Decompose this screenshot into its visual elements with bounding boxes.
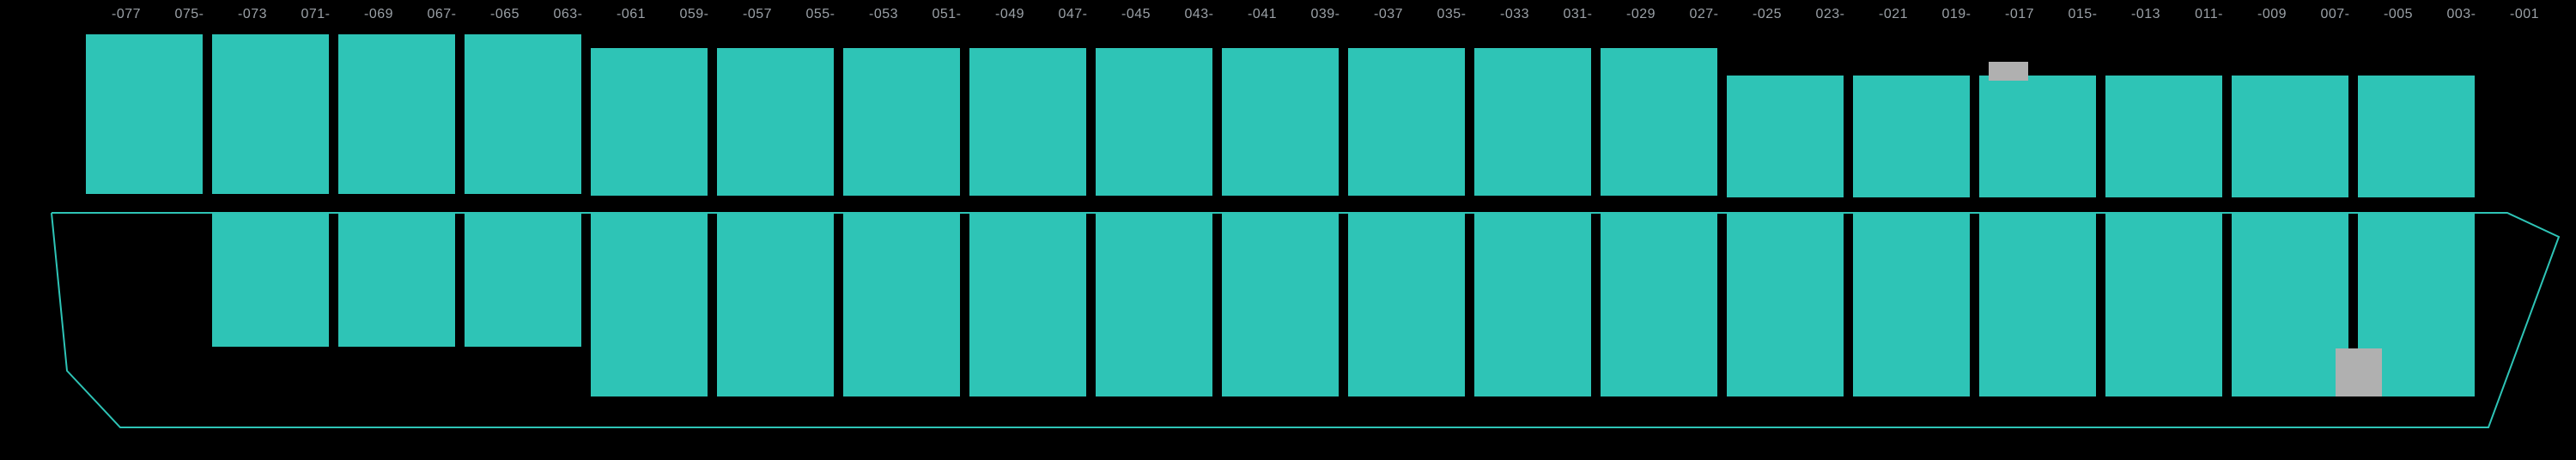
bay-bottom[interactable] (1348, 213, 1465, 396)
bay-top[interactable] (338, 34, 455, 194)
bay-top[interactable] (1979, 76, 2096, 197)
bay-top[interactable] (1348, 48, 1465, 196)
bay-bottom[interactable] (2232, 213, 2348, 396)
bay-bottom[interactable] (1222, 213, 1339, 396)
bay-top[interactable] (2105, 76, 2222, 197)
bay-bottom[interactable] (843, 213, 960, 396)
bay-bottom[interactable] (1727, 213, 1844, 396)
bay-top[interactable] (843, 48, 960, 196)
bay-bottom[interactable] (1474, 213, 1591, 396)
bay-top[interactable] (2358, 76, 2475, 197)
bay-bottom[interactable] (465, 213, 581, 347)
bay-top[interactable] (717, 48, 834, 196)
bay-top[interactable] (969, 48, 1086, 196)
bay-bottom[interactable] (212, 213, 329, 347)
ship-bay-diagram: -077075--073071--069067--065063--061059-… (0, 0, 2576, 460)
bay-bottom[interactable] (1601, 213, 1717, 396)
bay-top[interactable] (2232, 76, 2348, 197)
bay-top[interactable] (1222, 48, 1339, 196)
gray-marker-top (1989, 62, 2028, 81)
bay-top[interactable] (1474, 48, 1591, 196)
bay-bottom[interactable] (338, 213, 455, 347)
gray-marker-bottom (2336, 348, 2382, 396)
bay-top[interactable] (86, 34, 203, 194)
bay-top[interactable] (1853, 76, 1970, 197)
bay-bottom[interactable] (1979, 213, 2096, 396)
bay-bottom[interactable] (1853, 213, 1970, 396)
bay-top[interactable] (1727, 76, 1844, 197)
bay-top[interactable] (212, 34, 329, 194)
bay-bottom[interactable] (969, 213, 1086, 396)
bay-top[interactable] (591, 48, 708, 196)
bay-bottom[interactable] (717, 213, 834, 396)
bay-bottom[interactable] (2105, 213, 2222, 396)
bay-bottom[interactable] (1096, 213, 1212, 396)
bay-bottom[interactable] (591, 213, 708, 396)
bay-top[interactable] (465, 34, 581, 194)
bay-top[interactable] (1096, 48, 1212, 196)
bay-top[interactable] (1601, 48, 1717, 196)
